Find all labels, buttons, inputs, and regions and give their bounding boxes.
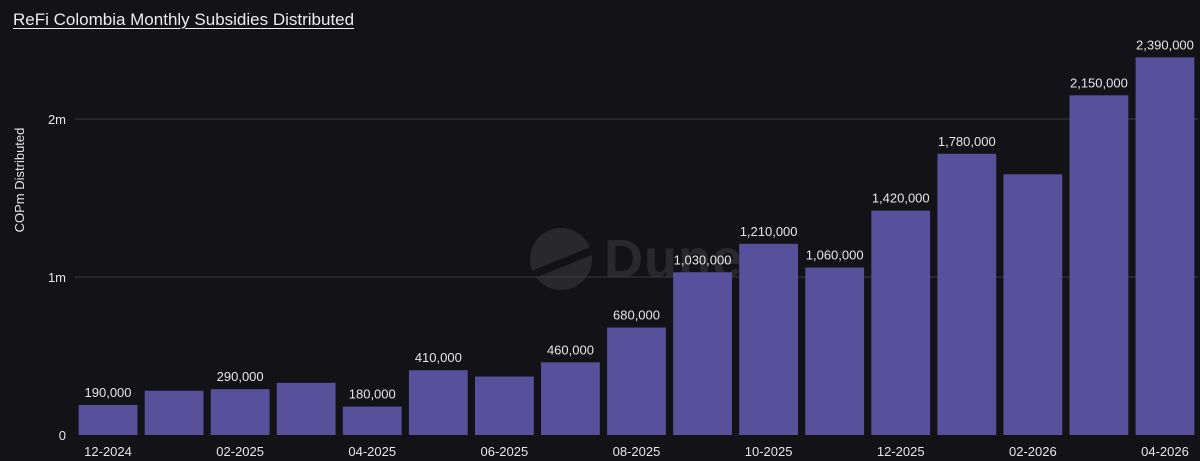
x-tick-label: 12-2024 [84, 444, 132, 459]
x-tick-label: 10-2025 [745, 444, 793, 459]
x-tick-label: 02-2025 [216, 444, 264, 459]
bar[interactable] [144, 390, 204, 435]
y-tick-label: 0 [59, 428, 66, 443]
x-tick-label: 12-2025 [877, 444, 925, 459]
x-tick-label: 06-2025 [481, 444, 529, 459]
bars [78, 57, 1195, 436]
x-tick-label: 04-2025 [348, 444, 396, 459]
bar[interactable] [474, 376, 534, 435]
chart-title[interactable]: ReFi Colombia Monthly Subsidies Distribu… [13, 10, 355, 29]
bar[interactable] [937, 153, 997, 435]
data-label: 1,060,000 [806, 248, 864, 263]
x-tick-label: 08-2025 [613, 444, 661, 459]
x-axis-ticks: 12-2024 02-2025 04-2025 06-2025 08-2025 10-20… [84, 444, 1189, 459]
y-tick-label: 1m [48, 270, 66, 285]
y-axis-ticks: 0 1m 2m [48, 112, 66, 443]
x-tick-label: 02-2026 [1009, 444, 1057, 459]
bar[interactable] [78, 404, 138, 435]
bar[interactable] [408, 370, 468, 435]
y-tick-label: 2m [48, 112, 66, 127]
bar[interactable] [739, 243, 799, 435]
data-label: 1,780,000 [938, 134, 996, 149]
data-label: 1,030,000 [674, 252, 732, 267]
data-label: 180,000 [349, 387, 396, 402]
data-label: 1,420,000 [872, 191, 930, 206]
bar[interactable] [607, 327, 666, 435]
x-tick-label: 04-2026 [1141, 444, 1189, 459]
data-label: 1,210,000 [740, 224, 798, 239]
bar[interactable] [210, 389, 270, 435]
bar[interactable] [1069, 95, 1129, 436]
bar[interactable] [1003, 174, 1063, 436]
bar[interactable] [805, 267, 865, 435]
bar[interactable] [1135, 57, 1195, 435]
bar[interactable] [871, 210, 931, 435]
bar[interactable] [342, 406, 402, 435]
bar[interactable] [276, 382, 336, 435]
data-labels: 190,000 290,000 180,000 410,000 460,000 680,0… [85, 37, 1194, 401]
data-label: 290,000 [217, 369, 264, 384]
data-label: 2,390,000 [1136, 37, 1194, 52]
data-label: 680,000 [613, 308, 660, 323]
data-label: 190,000 [85, 385, 132, 400]
bar[interactable] [541, 362, 600, 435]
data-label: 410,000 [415, 350, 462, 365]
data-label: 2,150,000 [1070, 75, 1128, 90]
data-label: 460,000 [547, 342, 594, 357]
bar[interactable] [673, 272, 732, 435]
